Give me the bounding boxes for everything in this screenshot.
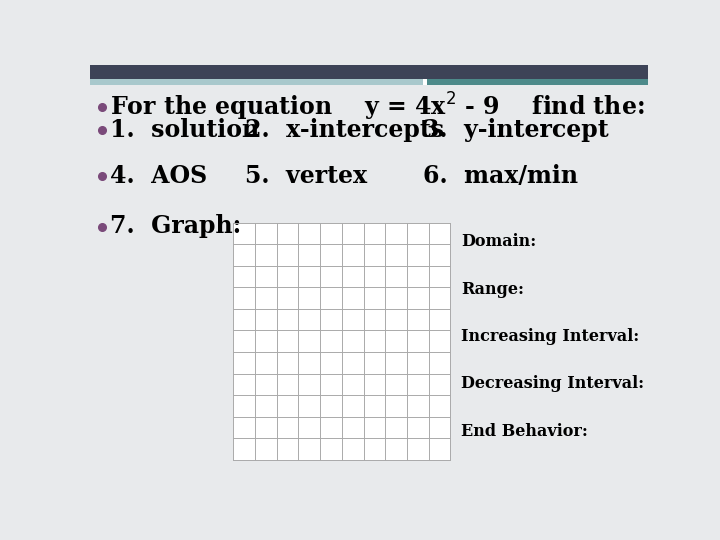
Bar bbox=[90, 79, 423, 85]
Text: 6.  max/min: 6. max/min bbox=[423, 165, 578, 188]
Text: 7.  Graph:: 7. Graph: bbox=[110, 214, 241, 239]
Bar bbox=[90, 65, 648, 79]
Text: 5.  vertex: 5. vertex bbox=[245, 165, 367, 188]
Text: End Behavior:: End Behavior: bbox=[462, 423, 588, 440]
Text: Domain:: Domain: bbox=[462, 233, 536, 250]
Text: 3.  y-intercept: 3. y-intercept bbox=[423, 118, 609, 142]
Text: 1.  solution: 1. solution bbox=[110, 118, 259, 142]
Text: Increasing Interval:: Increasing Interval: bbox=[462, 328, 639, 345]
Bar bbox=[423, 79, 427, 85]
Bar bbox=[90, 79, 648, 85]
Text: Decreasing Interval:: Decreasing Interval: bbox=[462, 375, 644, 393]
Text: 2.  x-intercepts: 2. x-intercepts bbox=[245, 118, 444, 142]
Bar bbox=[233, 222, 451, 460]
Text: 4.  AOS: 4. AOS bbox=[110, 165, 207, 188]
Text: Range:: Range: bbox=[462, 281, 524, 298]
Text: For the equation    y = 4x$^2$ - 9    find the:: For the equation y = 4x$^2$ - 9 find the… bbox=[110, 91, 644, 123]
